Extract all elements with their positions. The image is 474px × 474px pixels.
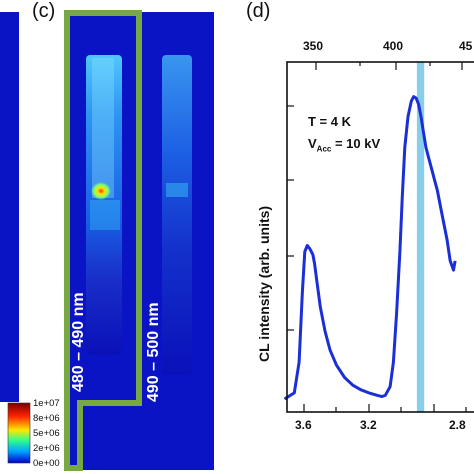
highlight-band — [416, 62, 425, 412]
x-bottom-ticks — [303, 404, 467, 412]
nanowire-1-hotspot — [91, 182, 111, 200]
annotation-voltage-symbol: V — [308, 136, 317, 151]
annotation-voltage-value: = 10 kV — [331, 136, 381, 151]
colorbar-tick: 5e+06 — [33, 428, 60, 439]
y-axis-ticks — [287, 105, 294, 331]
nanowire-1-emission — [86, 55, 122, 355]
annotation-voltage-subscript: Acc — [316, 144, 332, 154]
x-bottom-tick-label: 2.8 — [449, 418, 466, 432]
x-top-tick-label: 45 — [459, 39, 473, 53]
colorbar — [7, 402, 31, 464]
map-label-480-490: 480 – 490 nm — [70, 292, 87, 392]
annotation-voltage: VAcc = 10 kV — [308, 136, 380, 154]
nanowire-1-base — [90, 200, 120, 230]
x-top-ticks — [315, 62, 463, 70]
colorbar-tick: 1e+07 — [33, 398, 60, 409]
y-axis-label: CL intensity (arb. units) — [256, 205, 272, 362]
nanowire-1-core — [92, 58, 114, 198]
colorbar-tick: 2e+06 — [33, 443, 60, 454]
cl-spectrum-line — [283, 95, 457, 401]
map-label-490-500: 490 – 500 nm — [145, 302, 162, 402]
x-top-tick-label: 400 — [383, 39, 404, 53]
colorbar-tick: 0e+00 — [33, 458, 60, 469]
colorbar-tick: 8e+06 — [33, 413, 60, 424]
nanowire-2-emission — [162, 55, 192, 375]
panel-d-frame — [286, 61, 474, 413]
x-bottom-tick-label: 3.2 — [360, 418, 377, 432]
panel-d-letter: (d) — [246, 0, 271, 22]
annotation-temperature: T = 4 K — [308, 114, 351, 129]
nanowire-2-band — [166, 183, 188, 197]
panel-c-letter: (c) — [32, 0, 56, 22]
x-top-tick-label: 350 — [303, 39, 324, 53]
panel-b-map-edge — [0, 12, 19, 402]
panel-c-green-frame — [64, 10, 142, 471]
x-bottom-tick-label: 3.6 — [295, 418, 312, 432]
